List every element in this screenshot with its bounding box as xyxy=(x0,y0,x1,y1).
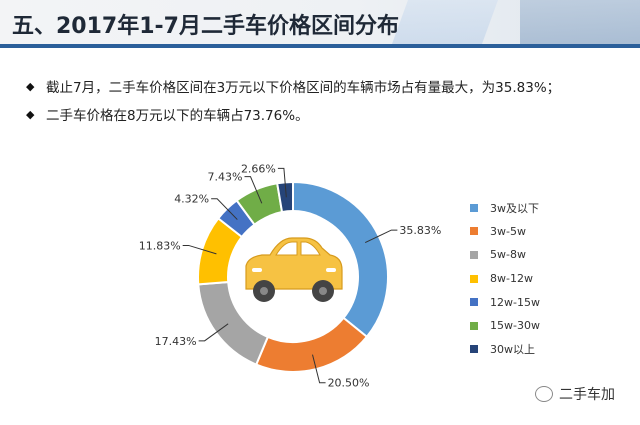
legend-swatch xyxy=(470,345,478,354)
leader-line xyxy=(211,198,238,220)
leader-line xyxy=(364,229,398,244)
header-divider xyxy=(0,44,640,48)
diamond-bullet-icon: ◆ xyxy=(26,107,35,121)
leader-line xyxy=(312,354,326,384)
page-title: 五、2017年1-7月二手车价格区间分布 xyxy=(12,14,399,39)
car-icon xyxy=(233,210,353,330)
bullet-item: ◆ 二手车价格在8万元以下的车辆占73.76%。 xyxy=(26,100,560,128)
chat-logo-icon xyxy=(535,386,553,402)
legend-swatch xyxy=(470,203,478,212)
leader-line xyxy=(277,167,287,198)
data-label: 35.83% xyxy=(399,224,441,237)
leader-line xyxy=(182,244,217,255)
header-decoration xyxy=(520,0,640,44)
chart-legend: 3w及以下 3w-5w 5w-8w 8w-12w 12w-15w 15w-30w 30w以上 xyxy=(470,196,540,361)
data-label: 7.43% xyxy=(208,171,243,184)
data-label: 2.66% xyxy=(241,162,276,175)
legend-swatch xyxy=(470,227,478,236)
legend-swatch xyxy=(470,274,478,283)
legend-item: 30w以上 xyxy=(470,338,540,362)
bullet-text: 截止7月，二手车价格区间在3万元以下价格区间的车辆市场占有量最大，为35.83%… xyxy=(46,80,561,96)
watermark-text: 二手车加 xyxy=(559,387,615,403)
data-label: 17.43% xyxy=(155,335,197,348)
header-bar: 五、2017年1-7月二手车价格区间分布 xyxy=(0,0,640,44)
legend-label: 8w-12w xyxy=(490,272,533,286)
legend-label: 12w-15w xyxy=(490,295,540,309)
leader-line xyxy=(198,323,229,342)
bullet-text: 二手车价格在8万元以下的车辆占73.76%。 xyxy=(46,108,309,124)
legend-label: 15w-30w xyxy=(490,319,540,333)
legend-item: 5w-8w xyxy=(470,243,540,267)
legend-swatch xyxy=(470,321,478,330)
legend-item: 3w及以下 xyxy=(470,196,540,220)
legend-label: 30w以上 xyxy=(490,343,535,357)
bullet-item: ◆ 截止7月，二手车价格区间在3万元以下价格区间的车辆市场占有量最大，为35.8… xyxy=(26,72,560,100)
bullet-list: ◆ 截止7月，二手车价格区间在3万元以下价格区间的车辆市场占有量最大，为35.8… xyxy=(26,72,560,128)
legend-label: 3w及以下 xyxy=(490,201,539,215)
data-label: 20.50% xyxy=(328,377,370,390)
legend-item: 3w-5w xyxy=(470,220,540,244)
legend-swatch xyxy=(470,250,478,259)
legend-item: 12w-15w xyxy=(470,290,540,314)
data-label: 11.83% xyxy=(139,239,181,252)
legend-label: 3w-5w xyxy=(490,224,526,238)
legend-item: 15w-30w xyxy=(470,314,540,338)
diamond-bullet-icon: ◆ xyxy=(26,79,35,93)
legend-label: 5w-8w xyxy=(490,248,526,262)
data-label: 4.32% xyxy=(174,193,209,206)
legend-swatch xyxy=(470,298,478,307)
watermark: 二手车加 xyxy=(535,384,615,404)
leader-line xyxy=(244,176,263,204)
legend-item: 8w-12w xyxy=(470,267,540,291)
